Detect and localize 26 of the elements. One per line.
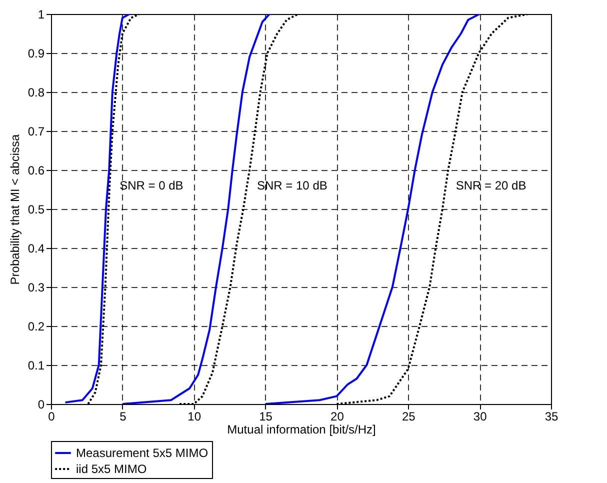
- legend-label: iid 5x5 MIMO: [76, 462, 147, 476]
- y-tick-label: 0.6: [28, 164, 45, 178]
- x-tick-label: 35: [544, 410, 558, 424]
- x-tick-label: 30: [473, 410, 488, 424]
- y-tick-label: 0.8: [28, 86, 45, 100]
- y-tick-label: 0.5: [28, 202, 45, 216]
- x-tick-label: 10: [188, 410, 202, 424]
- y-axis-title: Probability that MI < abcissa: [8, 134, 22, 285]
- annotation: SNR = 20 dB: [456, 178, 526, 193]
- x-tick-label: 0: [48, 410, 56, 424]
- y-tick-label: 0.1: [28, 358, 45, 372]
- y-tick-label: 0.9: [28, 46, 45, 60]
- legend-label: Measurement 5x5 MIMO: [76, 446, 208, 460]
- x-axis-title: Mutual information [bit/s/Hz]: [227, 422, 376, 436]
- y-tick-label: 0.7: [28, 124, 45, 138]
- annotation: SNR = 10 dB: [257, 178, 328, 193]
- annotation: SNR = 0 dB: [120, 178, 184, 193]
- x-tick-label: 5: [120, 410, 127, 424]
- y-tick-label: 0.4: [28, 242, 45, 256]
- x-tick-label: 20: [330, 410, 344, 424]
- x-tick-label: 15: [259, 410, 273, 424]
- x-tick-label: 25: [402, 410, 416, 424]
- y-tick-label: 0.3: [28, 280, 45, 294]
- y-tick-label: 0.2: [28, 320, 45, 334]
- y-tick-label: 1: [38, 8, 45, 22]
- y-tick-label: 0: [38, 398, 45, 412]
